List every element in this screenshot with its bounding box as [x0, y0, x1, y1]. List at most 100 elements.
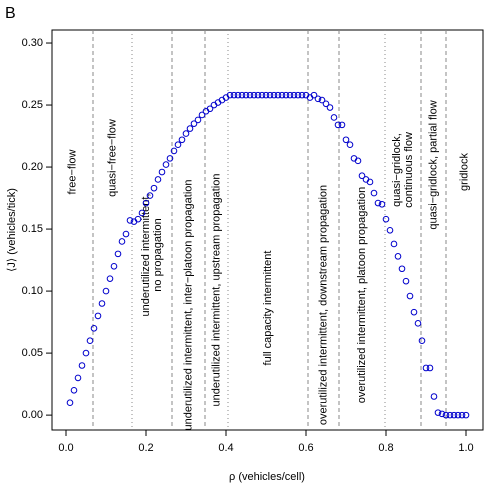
- region-label-line: continuous flow: [403, 132, 415, 208]
- region-label-line: underutilized intermittent,: [140, 194, 152, 317]
- point: [430, 393, 438, 400]
- point: [370, 189, 378, 197]
- point: [94, 312, 102, 320]
- region-label-line: quasi−free−flow: [106, 119, 118, 197]
- point: [398, 265, 406, 273]
- point: [66, 399, 74, 407]
- y-axis-label: ⟨J⟩ (vehicles/tick): [6, 188, 18, 272]
- region-label-line: no propagation: [152, 218, 164, 291]
- point: [342, 136, 350, 144]
- region-label: free−flow: [66, 149, 78, 194]
- region-label: quasi−gridlock, partial flow: [427, 100, 439, 229]
- point: [74, 374, 82, 382]
- point: [122, 230, 130, 238]
- point: [450, 411, 458, 419]
- point: [458, 411, 466, 419]
- point: [330, 114, 338, 121]
- point: [254, 91, 262, 99]
- point: [166, 155, 174, 162]
- region-label-line: quasi−gridlock,: [391, 133, 403, 207]
- y-tick-label: 0.30: [22, 37, 43, 49]
- point: [310, 91, 318, 99]
- y-tick-label: 0.00: [22, 409, 43, 421]
- point: [198, 111, 206, 119]
- point: [242, 91, 250, 99]
- point: [230, 91, 238, 99]
- plot-frame: [51, 29, 484, 431]
- point: [418, 337, 426, 344]
- point: [438, 410, 446, 418]
- point: [78, 362, 86, 369]
- point: [186, 125, 194, 132]
- point: [446, 411, 454, 419]
- point: [442, 411, 450, 419]
- point: [318, 96, 326, 104]
- region-label-line: gridlock: [458, 153, 470, 191]
- point: [174, 141, 182, 149]
- point: [282, 91, 290, 99]
- point: [414, 320, 422, 327]
- point: [82, 349, 90, 357]
- point: [378, 200, 386, 208]
- y-tick-label: 0.15: [22, 223, 43, 235]
- point: [426, 364, 434, 372]
- point: [366, 178, 374, 186]
- point: [138, 209, 146, 217]
- x-tick-label: 0.6: [298, 442, 313, 454]
- point: [286, 91, 294, 99]
- point: [346, 141, 354, 149]
- point: [462, 411, 470, 419]
- point: [406, 292, 414, 300]
- point: [434, 409, 442, 416]
- point: [374, 199, 382, 207]
- region-label: overutilized intermittent, platoon propa…: [356, 187, 368, 403]
- point: [142, 199, 150, 207]
- point: [390, 240, 398, 248]
- point: [354, 157, 362, 165]
- point: [278, 91, 286, 99]
- x-tick-label: 0.4: [218, 442, 233, 454]
- point: [190, 120, 198, 127]
- region-label: underutilized intermittent, upstream pro…: [210, 174, 222, 407]
- x-axis-label: ρ (vehicles/cell): [229, 471, 305, 483]
- point: [298, 91, 306, 99]
- point: [314, 95, 322, 103]
- point: [326, 104, 334, 111]
- point: [382, 215, 390, 223]
- region-label: quasi−free−flow: [106, 119, 118, 197]
- point: [158, 168, 166, 176]
- y-tick-label: 0.25: [22, 99, 43, 111]
- point: [114, 250, 122, 258]
- point: [422, 364, 430, 372]
- point: [86, 337, 94, 344]
- point: [334, 121, 342, 129]
- point: [206, 105, 214, 113]
- region-label-line: free−flow: [66, 149, 78, 194]
- y-tick-label: 0.05: [22, 347, 43, 359]
- point: [110, 262, 118, 270]
- point: [234, 91, 242, 99]
- x-tick-label: 0.2: [138, 442, 153, 454]
- point: [358, 172, 366, 180]
- region-label-line: full capacity intermittent: [262, 251, 274, 366]
- point: [274, 91, 282, 99]
- y-tick-label: 0.10: [22, 285, 43, 297]
- region-label-line: underutilized intermittent, upstream pro…: [210, 174, 222, 407]
- chart-title: B: [5, 5, 16, 22]
- point: [290, 91, 298, 99]
- x-tick-label: 0.8: [378, 442, 393, 454]
- point: [410, 308, 418, 316]
- point: [146, 192, 154, 199]
- point: [394, 253, 402, 260]
- point: [70, 387, 78, 394]
- point: [178, 136, 186, 144]
- region-label: full capacity intermittent: [262, 251, 274, 366]
- region-label: underutilized intermittent, inter−platoo…: [182, 179, 194, 430]
- point: [162, 161, 170, 168]
- point: [294, 91, 302, 99]
- point: [250, 91, 258, 99]
- region-label-line: overutilized intermittent, downstream pr…: [317, 185, 329, 425]
- point: [182, 130, 190, 137]
- point: [90, 324, 98, 332]
- point: [238, 91, 246, 99]
